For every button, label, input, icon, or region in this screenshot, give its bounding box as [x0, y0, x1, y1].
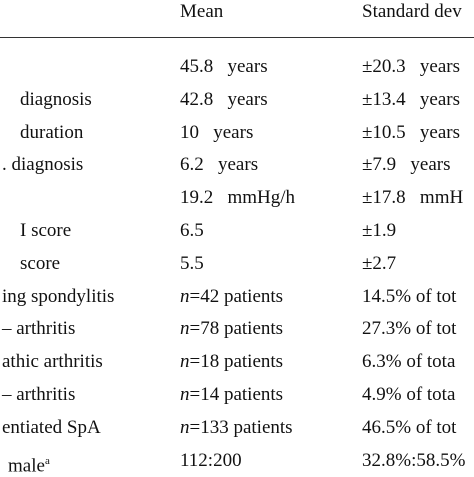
cell-part: n	[180, 416, 190, 438]
cell-part: =78 patients	[189, 318, 284, 340]
table-cell: n=42 patients	[180, 286, 283, 308]
table-cell: 27.3% of tot	[362, 318, 457, 340]
table-cell: ±13.4 years	[362, 88, 461, 110]
table-cell: 6.2 years	[180, 154, 259, 176]
row-label: athic arthritis	[2, 351, 103, 373]
table-cell: ±7.9 years	[362, 154, 451, 176]
table-cell: 42.8 years	[180, 88, 268, 110]
row-label: – arthritis	[2, 318, 76, 340]
table-cell: n=133 patients	[180, 417, 293, 439]
table-cell: ±17.8 mmH	[362, 187, 464, 209]
table-cell: 46.5% of tot	[362, 416, 457, 438]
cell-part: =133 patients	[189, 416, 293, 438]
table-cell: 32.8%:58.5%	[362, 449, 466, 471]
row-label: ing spondylitis	[2, 285, 115, 307]
row-label: duration	[20, 121, 84, 143]
cell-part: n	[180, 285, 190, 307]
cell-part: n	[180, 384, 190, 405]
cell-part: n	[180, 351, 190, 373]
table-cell: ±20.3 years	[362, 56, 461, 77]
table-cell: ±10.5 years	[362, 121, 461, 143]
cell-part: =14 patients	[189, 384, 284, 405]
table-cell: 6.3% of tota	[362, 351, 456, 373]
cell-part: a	[44, 454, 50, 467]
cell-part: n	[180, 318, 190, 340]
cell-part: male	[8, 454, 45, 476]
cell-part: =42 patients	[189, 285, 284, 307]
table-cell: ±2.7	[362, 252, 397, 274]
row-label: malea	[8, 450, 50, 477]
row-label: I score	[20, 220, 72, 241]
table-cell: 45.8 years	[180, 56, 268, 77]
table-cell: 112:200	[180, 449, 242, 471]
cell-part: =18 patients	[189, 351, 284, 373]
header-rule	[0, 37, 474, 38]
table-cell: 14.5% of tot	[362, 285, 457, 307]
table-cell: n=18 patients	[180, 351, 283, 373]
row-label: diagnosis	[20, 88, 92, 110]
row-label: entiated SpA	[2, 416, 101, 438]
row-label: score	[20, 252, 61, 274]
table-cell: n=14 patients	[180, 384, 283, 406]
table-cell: n=78 patients	[180, 318, 283, 340]
header-cell: Standard dev	[362, 1, 462, 22]
table-cell: ±1.9	[362, 220, 397, 241]
header-cell: Mean	[180, 1, 224, 22]
table-cell: 4.9% of tota	[362, 384, 456, 405]
table-cell: 19.2 mmHg/h	[180, 187, 296, 209]
row-label: . diagnosis	[2, 154, 84, 176]
table-cell: 6.5	[180, 220, 204, 241]
table-cell: 5.5	[180, 252, 204, 274]
table-cell: 10 years	[180, 121, 254, 143]
row-label: – arthritis	[2, 384, 76, 405]
